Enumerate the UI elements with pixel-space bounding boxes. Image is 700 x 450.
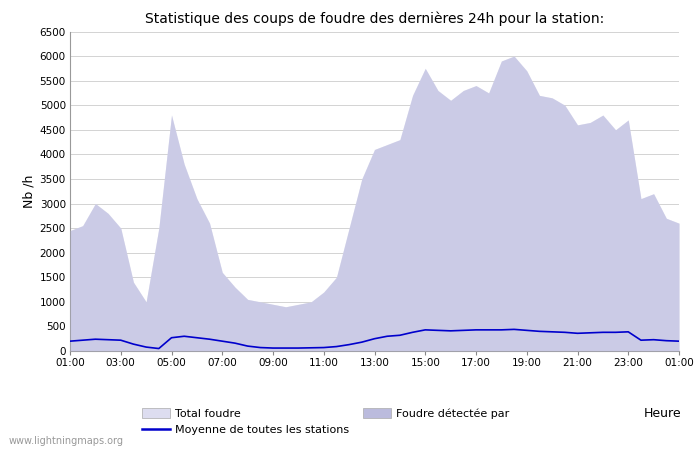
Y-axis label: Nb /h: Nb /h [22, 175, 36, 208]
Legend: Total foudre, Moyenne de toutes les stations, Foudre détectée par: Total foudre, Moyenne de toutes les stat… [142, 408, 510, 435]
Text: www.lightningmaps.org: www.lightningmaps.org [8, 436, 123, 446]
Text: Heure: Heure [644, 407, 682, 420]
Title: Statistique des coups de foudre des dernières 24h pour la station:: Statistique des coups de foudre des dern… [145, 12, 604, 26]
